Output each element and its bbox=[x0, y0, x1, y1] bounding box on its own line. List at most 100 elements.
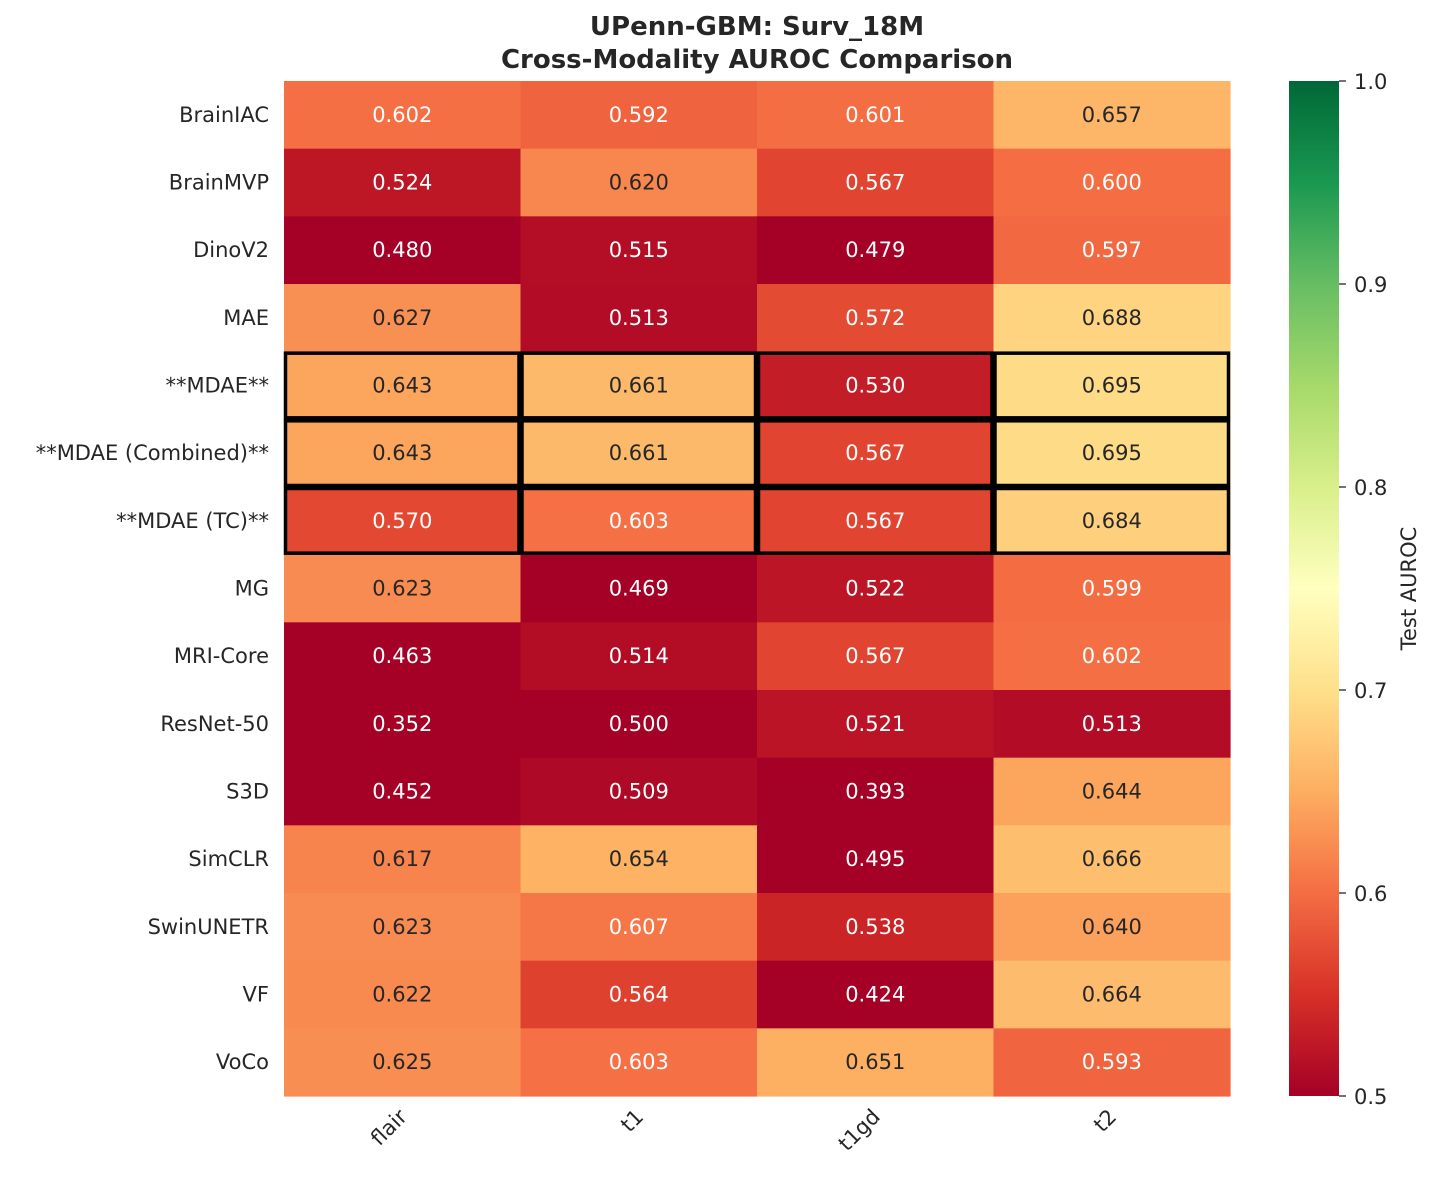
heatmap-cell bbox=[520, 757, 758, 826]
cell-value-label: 0.622 bbox=[372, 983, 432, 1007]
row-label: DinoV2 bbox=[193, 238, 269, 262]
heatmap-cell bbox=[993, 554, 1231, 623]
heatmap-cell bbox=[520, 81, 758, 150]
heatmap-cell bbox=[284, 825, 522, 894]
column-label: t1gd bbox=[834, 1105, 885, 1156]
heatmap-cell bbox=[520, 419, 758, 488]
cell-value-label: 0.695 bbox=[1082, 374, 1142, 398]
colorbar-tick-label: 0.8 bbox=[1354, 476, 1387, 500]
heatmap-cell bbox=[284, 148, 522, 217]
cell-value-label: 0.623 bbox=[372, 577, 432, 601]
cell-value-label: 0.627 bbox=[372, 306, 432, 330]
cell-value-label: 0.603 bbox=[609, 509, 669, 533]
row-label: BrainIAC bbox=[179, 103, 269, 127]
cell-value-label: 0.452 bbox=[372, 780, 432, 804]
cell-value-label: 0.640 bbox=[1082, 915, 1142, 939]
highlight-borders bbox=[283, 351, 1231, 555]
cell-value-label: 0.603 bbox=[609, 1050, 669, 1074]
highlight-border bbox=[993, 419, 1231, 488]
heatmap-cell bbox=[993, 1028, 1231, 1097]
column-label: flair bbox=[366, 1104, 412, 1150]
cell-value-label: 0.620 bbox=[609, 171, 669, 195]
cell-value-label: 0.495 bbox=[845, 847, 905, 871]
heatmap-cell bbox=[993, 351, 1231, 420]
cell-value-label: 0.661 bbox=[609, 374, 669, 398]
row-labels: BrainIAC BrainMVP DinoV2 MAE **MDAE** **MDAE … bbox=[36, 103, 269, 1074]
highlight-border bbox=[283, 486, 521, 555]
cell-value-label: 0.643 bbox=[372, 374, 432, 398]
heatmap-cell bbox=[757, 1028, 995, 1097]
heatmap-cell bbox=[284, 690, 522, 759]
cell-value-label: 0.424 bbox=[845, 983, 905, 1007]
highlight-border bbox=[520, 486, 758, 555]
colorbar-tick-label: 1.0 bbox=[1354, 70, 1387, 94]
cell-value-label: 0.592 bbox=[609, 103, 669, 127]
cell-value-label: 0.513 bbox=[609, 306, 669, 330]
heatmap-cell bbox=[284, 351, 522, 420]
heatmap-cell bbox=[757, 487, 995, 556]
colorbar-tick-label: 0.7 bbox=[1354, 679, 1387, 703]
heatmap-cell bbox=[757, 960, 995, 1029]
cell-value-label: 0.617 bbox=[372, 847, 432, 871]
heatmap-cell bbox=[284, 284, 522, 353]
row-label: VF bbox=[243, 983, 269, 1007]
highlight-border bbox=[993, 486, 1231, 555]
heatmap-cell bbox=[993, 960, 1231, 1029]
heatmap-cell bbox=[284, 216, 522, 285]
column-label: t2 bbox=[1089, 1105, 1121, 1137]
heatmap-cell bbox=[993, 825, 1231, 894]
chart-title-line1: UPenn-GBM: Surv_18M bbox=[590, 12, 924, 42]
heatmap-cell bbox=[520, 825, 758, 894]
cell-value-label: 0.661 bbox=[609, 441, 669, 465]
heatmap-cell bbox=[520, 351, 758, 420]
heatmap-cell bbox=[284, 960, 522, 1029]
cell-value-label: 0.513 bbox=[1082, 712, 1142, 736]
row-label: BrainMVP bbox=[169, 171, 269, 195]
cell-value-label: 0.599 bbox=[1082, 577, 1142, 601]
heatmap-cell bbox=[757, 216, 995, 285]
cell-value-label: 0.567 bbox=[845, 509, 905, 533]
heatmap-cell bbox=[520, 960, 758, 1029]
heatmap-cell bbox=[520, 216, 758, 285]
cell-value-label: 0.597 bbox=[1082, 238, 1142, 262]
cell-value-label: 0.500 bbox=[609, 712, 669, 736]
cell-value-label: 0.607 bbox=[609, 915, 669, 939]
colorbar: 0.5 0.6 0.7 0.8 0.9 1.0 Test AUROC bbox=[1289, 70, 1421, 1109]
heatmap-cell bbox=[993, 487, 1231, 556]
cell-value-label: 0.602 bbox=[1082, 644, 1142, 668]
highlight-border bbox=[756, 419, 994, 488]
heatmap-cell bbox=[520, 1028, 758, 1097]
heatmap-cell bbox=[757, 284, 995, 353]
row-label: **MDAE (TC)** bbox=[116, 509, 269, 533]
heatmap-cell bbox=[993, 622, 1231, 691]
cell-value-label: 0.572 bbox=[845, 306, 905, 330]
heatmap-cell bbox=[520, 284, 758, 353]
cell-value-label: 0.684 bbox=[1082, 509, 1142, 533]
cell-value-label: 0.570 bbox=[372, 509, 432, 533]
heatmap-cell bbox=[993, 690, 1231, 759]
heatmap-cell bbox=[993, 81, 1231, 150]
cell-value-label: 0.524 bbox=[372, 171, 432, 195]
heatmap-cell bbox=[520, 554, 758, 623]
colorbar-gradient bbox=[1289, 81, 1339, 1096]
heatmap-cell bbox=[284, 893, 522, 962]
heatmap-cell bbox=[284, 622, 522, 691]
heatmap-cell bbox=[993, 893, 1231, 962]
cell-value-label: 0.666 bbox=[1082, 847, 1142, 871]
cell-value-label: 0.567 bbox=[845, 441, 905, 465]
highlight-border bbox=[283, 419, 521, 488]
row-label: MRI-Core bbox=[174, 644, 269, 668]
heatmap-cell bbox=[757, 622, 995, 691]
cell-value-label: 0.602 bbox=[372, 103, 432, 127]
chart-title-line2: Cross-Modality AUROC Comparison bbox=[501, 45, 1013, 75]
column-labels: flair t1 t1gd t2 bbox=[366, 1104, 1121, 1155]
cell-value-label: 0.538 bbox=[845, 915, 905, 939]
cell-value-label: 0.567 bbox=[845, 644, 905, 668]
cell-value-label: 0.521 bbox=[845, 712, 905, 736]
cell-value-label: 0.657 bbox=[1082, 103, 1142, 127]
cell-value-label: 0.567 bbox=[845, 171, 905, 195]
heatmap-cells: 0.602 0.592 0.601 0.657 0.524 0.620 0.567 0.600… bbox=[284, 81, 1231, 1097]
cell-value-label: 0.515 bbox=[609, 238, 669, 262]
heatmap-cell bbox=[284, 554, 522, 623]
